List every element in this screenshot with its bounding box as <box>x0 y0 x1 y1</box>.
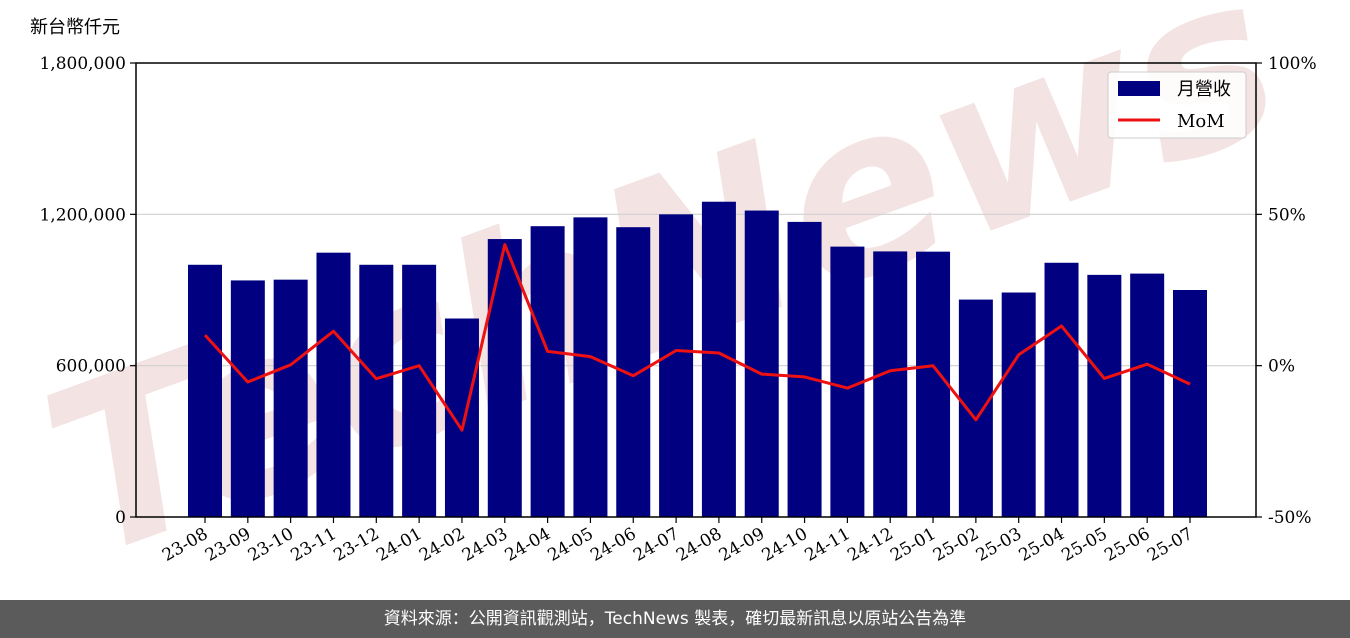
y-left-tick-label: 0 <box>115 508 126 528</box>
y-left-tick-label: 1,200,000 <box>39 205 126 225</box>
bar <box>402 264 437 517</box>
x-tick-label: 24-02 <box>416 524 468 566</box>
x-tick-label: 25-05 <box>1058 524 1110 566</box>
bar <box>1130 273 1165 517</box>
legend-label-revenue: 月營收 <box>1177 79 1231 100</box>
source-footer: 資料來源：公開資訊觀測站，TechNews 製表，確切最新訊息以原站公告為準 <box>0 600 1350 638</box>
mom-series-line <box>203 243 1191 432</box>
x-tick-label: 25-02 <box>930 524 982 566</box>
x-tick-label: 24-09 <box>716 524 768 566</box>
x-tick-label: 25-04 <box>1016 524 1068 566</box>
x-tick-label: 23-12 <box>330 524 382 566</box>
bar <box>916 251 951 517</box>
mom-line <box>203 243 1191 432</box>
x-tick-label: 24-11 <box>801 524 853 566</box>
y-right-tick-label: 0% <box>1268 357 1295 377</box>
x-tick-label: 24-01 <box>373 524 425 566</box>
x-tick-label: 24-03 <box>459 524 511 566</box>
y-axis-left: 0 600,000 1,200,000 1,800,000 <box>39 54 136 528</box>
bar <box>573 217 608 518</box>
bar <box>1044 262 1079 517</box>
bar <box>359 264 394 517</box>
y-right-tick-label: 50% <box>1268 205 1306 225</box>
x-tick-label: 25-06 <box>1101 524 1153 566</box>
y-axis-unit-label: 新台幣仟元 <box>30 17 120 38</box>
x-tick-label: 25-07 <box>1144 524 1196 566</box>
bar <box>958 299 993 517</box>
bar <box>273 279 308 517</box>
x-tick-label: 25-01 <box>887 524 939 566</box>
y-right-tick-label: 100% <box>1268 54 1317 74</box>
y-right-tick-label: -50% <box>1268 508 1312 528</box>
bar <box>444 318 479 517</box>
x-tick-label: 24-07 <box>630 524 682 566</box>
x-tick-label: 24-05 <box>544 524 596 566</box>
legend-swatch-bar <box>1118 81 1160 96</box>
x-tick-label: 24-10 <box>759 524 811 566</box>
legend: 月營收 MoM <box>1107 71 1247 139</box>
y-axis-right: -50% 0% 50% 100% <box>1256 54 1317 528</box>
bar <box>659 214 694 518</box>
bar <box>1173 290 1207 517</box>
bar <box>787 221 822 517</box>
bars <box>188 201 1207 518</box>
bar <box>316 252 351 517</box>
bar <box>1087 274 1122 517</box>
y-left-tick-label: 1,800,000 <box>39 54 126 74</box>
bar <box>616 227 651 518</box>
bar <box>188 264 222 517</box>
y-left-tick-label: 600,000 <box>56 357 126 377</box>
x-tick-label: 24-08 <box>673 524 725 566</box>
bar <box>230 280 265 517</box>
x-tick-label: 24-04 <box>502 524 554 566</box>
bar <box>530 226 565 517</box>
legend-label-mom: MoM <box>1177 111 1225 132</box>
bar <box>487 239 522 517</box>
bar <box>830 246 865 517</box>
x-tick-label: 25-03 <box>973 524 1025 566</box>
bar <box>1001 292 1036 517</box>
bar <box>873 251 908 517</box>
bar <box>744 210 779 518</box>
x-tick-label: 24-06 <box>587 524 639 566</box>
x-tick-label: 24-12 <box>844 524 896 566</box>
plot-frame <box>135 62 1257 518</box>
